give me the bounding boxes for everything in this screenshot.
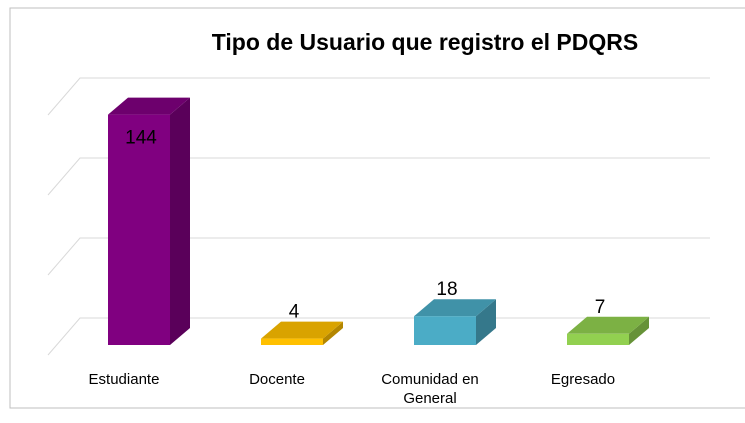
bar-top — [567, 316, 649, 334]
grid-line — [47, 77, 710, 116]
chart-title: Tipo de Usuario que registro el PDQRS — [212, 29, 638, 55]
bar — [567, 333, 629, 345]
grid-line — [47, 237, 710, 276]
bar-side — [323, 321, 343, 345]
bar-side — [170, 97, 190, 345]
x-tick-label: Estudiante — [88, 371, 160, 388]
bar-top — [261, 321, 343, 339]
bar — [261, 338, 323, 345]
bar — [414, 316, 476, 345]
data-label: 4 — [289, 302, 300, 323]
bar-side — [629, 316, 649, 345]
chart-frame — [9, 7, 745, 409]
x-tick-label: Comunidad en General — [381, 371, 479, 407]
data-label: 7 — [595, 297, 606, 318]
bar-top — [414, 299, 496, 317]
grid-line — [47, 317, 710, 356]
bar-side — [476, 299, 496, 345]
data-label: 18 — [436, 279, 457, 300]
bar — [108, 114, 170, 345]
bar-top — [108, 97, 190, 115]
grid-line — [47, 157, 710, 196]
data-label: 144 — [125, 128, 157, 149]
x-tick-label: Docente — [249, 371, 305, 388]
x-tick-label: Egresado — [550, 371, 616, 388]
